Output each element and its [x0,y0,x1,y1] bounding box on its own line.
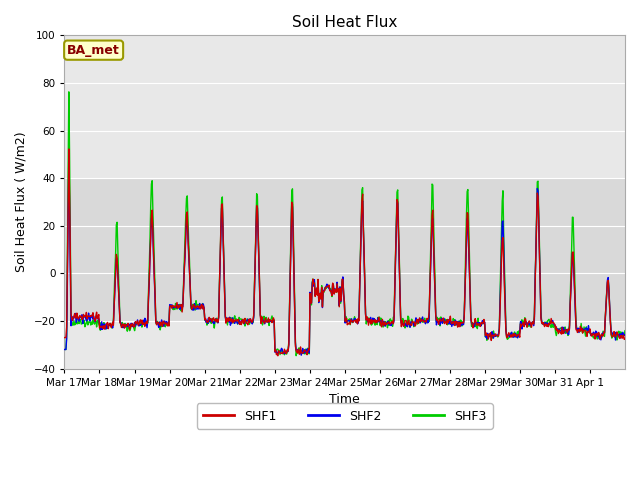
SHF3 [61,347,68,352]
SHF1 [230,319,238,324]
SHF3 [127,324,135,329]
SHF2 [61,347,68,352]
SHF3 [292,353,300,359]
SHF1 [621,336,629,341]
SHF1 [274,353,282,359]
SHF1 [258,314,266,320]
SHF2 [65,158,73,164]
SHF2 [436,319,444,324]
Y-axis label: Soil Heat Flux ( W/m2): Soil Heat Flux ( W/m2) [15,132,28,272]
SHF1 [280,350,287,356]
Title: Soil Heat Flux: Soil Heat Flux [292,15,397,30]
Bar [65,178,625,321]
Bar [65,36,625,369]
SHF2 [279,349,287,355]
SHF2 [258,319,266,324]
SHF3 [621,328,629,334]
X-axis label: Time: Time [330,393,360,406]
SHF3 [230,315,238,321]
SHF2 [127,321,135,326]
Line: SHF2: SHF2 [65,161,625,355]
SHF2 [298,352,305,358]
Text: BA_met: BA_met [67,44,120,57]
Line: SHF1: SHF1 [65,149,625,356]
SHF3 [279,351,287,357]
Legend: SHF1, SHF2, SHF3: SHF1, SHF2, SHF3 [196,403,493,429]
SHF1 [127,322,135,327]
SHF1 [404,321,412,326]
SHF2 [621,332,629,338]
SHF1 [65,146,73,152]
SHF1 [436,317,444,323]
SHF3 [65,89,73,95]
Line: SHF3: SHF3 [65,92,625,356]
SHF1 [61,335,68,340]
SHF2 [404,321,412,327]
SHF3 [436,315,444,321]
SHF3 [258,313,266,319]
SHF2 [230,319,238,324]
SHF3 [404,313,412,319]
